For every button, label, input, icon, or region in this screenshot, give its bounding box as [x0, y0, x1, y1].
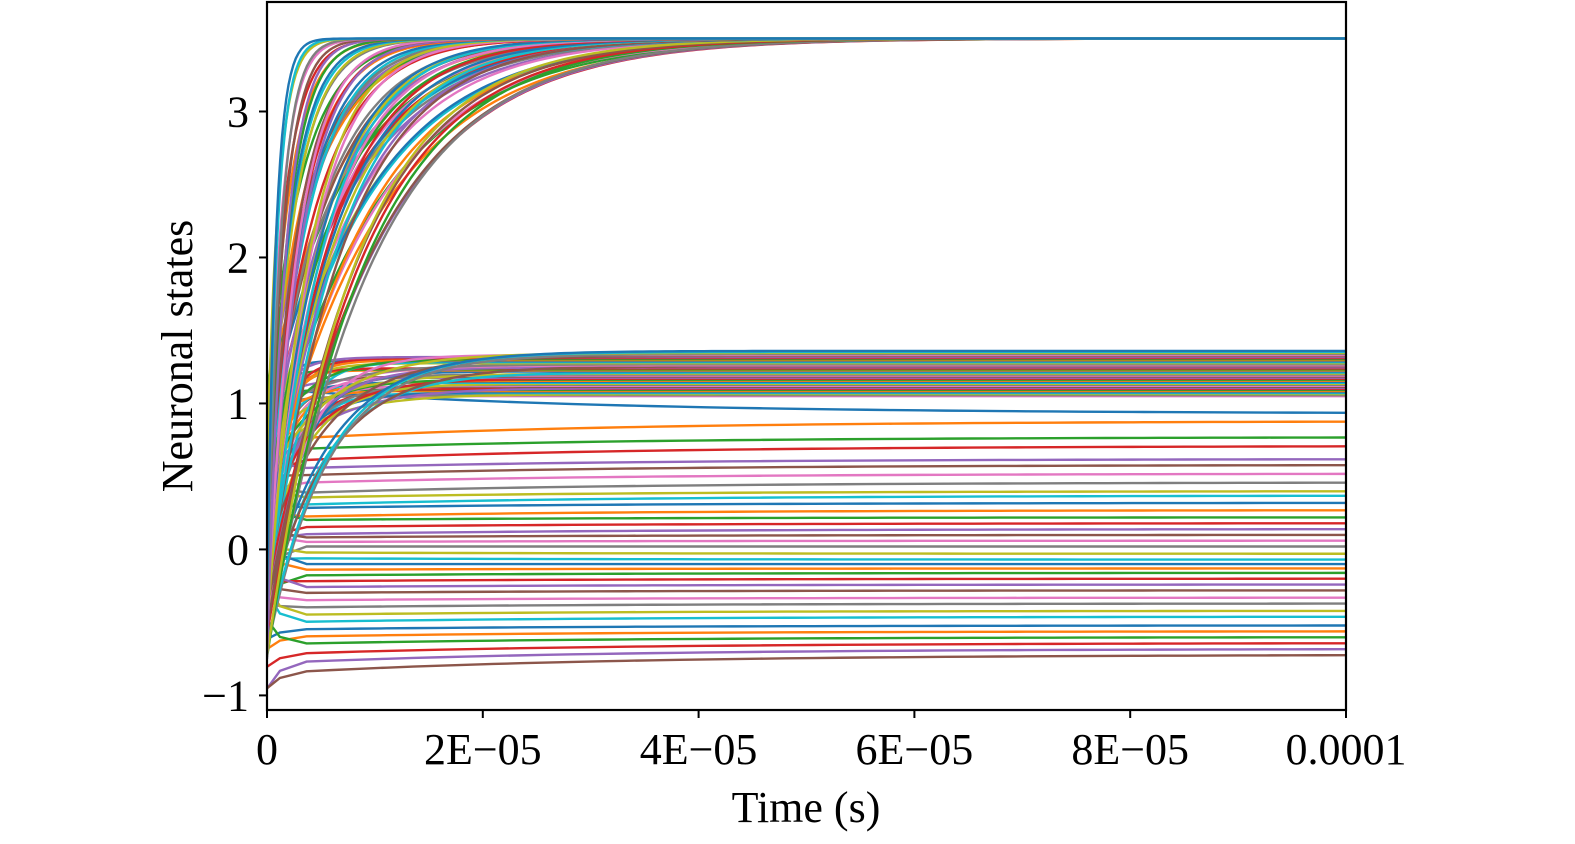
- series-line-lower-1: [267, 408, 1346, 439]
- series-line-lower-12: [267, 496, 1346, 522]
- x-tick-label-5: 0.0001: [1286, 725, 1407, 774]
- y-tick-label-3: 2: [227, 233, 249, 282]
- y-tick-label-1: 0: [227, 525, 249, 574]
- y-tick-label-0: −1: [202, 671, 249, 720]
- x-tick-label-3: 6E−05: [856, 725, 974, 774]
- series-line-lower-29: [267, 591, 1346, 623]
- series-line-lower-35: [267, 654, 1346, 690]
- series-line-lower-5: [267, 463, 1346, 477]
- series-line-lower-11: [267, 506, 1346, 518]
- series-line-lower-9: [267, 494, 1346, 506]
- y-axis-label: Neuronal states: [153, 220, 202, 492]
- series-line-high-69: [267, 37, 1346, 601]
- series-line-lower-27: [267, 601, 1346, 609]
- series-line-lower-22: [267, 571, 1346, 604]
- x-tick-label-0: 0: [256, 725, 278, 774]
- series-line-lower-13: [267, 522, 1346, 548]
- series-line-lower-33: [267, 642, 1346, 668]
- series-line-lower-28: [267, 584, 1346, 616]
- series-layer: [267, 37, 1346, 690]
- plot-frame: [265, 0, 1348, 712]
- series-line-lower-21: [267, 546, 1346, 571]
- y-tick-label-4: 3: [227, 87, 249, 136]
- series-line-lower-30: [267, 624, 1346, 641]
- series-line-lower-20: [267, 532, 1346, 566]
- series-line-lower-24: [267, 555, 1346, 589]
- y-tick-label-2: 1: [227, 379, 249, 428]
- series-line-lower-6: [267, 472, 1346, 498]
- x-axis-label: Time (s): [732, 783, 881, 832]
- series-line-lower-17: [267, 545, 1346, 580]
- series-line-lower-7: [267, 474, 1346, 494]
- series-line-lower-2: [267, 436, 1346, 467]
- series-line-lower-18: [267, 537, 1346, 555]
- series-line-lower-32: [267, 618, 1346, 645]
- series-line-lower-23: [267, 577, 1346, 583]
- series-line-lower-4: [267, 451, 1346, 470]
- series-line-lower-25: [267, 578, 1346, 595]
- series-line-lower-16: [267, 526, 1346, 544]
- x-tick-label-1: 2E−05: [424, 725, 542, 774]
- series-line-lower-14: [267, 527, 1346, 546]
- series-line-lower-31: [267, 630, 1346, 651]
- series-line-mid-44: [267, 349, 1346, 603]
- series-line-lower-3: [267, 445, 1346, 484]
- series-line-lower-15: [267, 521, 1346, 539]
- x-tick-label-2: 4E−05: [640, 725, 758, 774]
- series-line-lower-8: [267, 478, 1346, 499]
- series-line-lower-34: [267, 648, 1346, 690]
- series-line-lower-19: [267, 557, 1346, 562]
- series-line-lower-10: [267, 494, 1346, 510]
- series-line-lower-26: [267, 588, 1346, 602]
- x-tick-label-4: 8E−05: [1071, 725, 1189, 774]
- series-line-lower-0: [267, 390, 1346, 426]
